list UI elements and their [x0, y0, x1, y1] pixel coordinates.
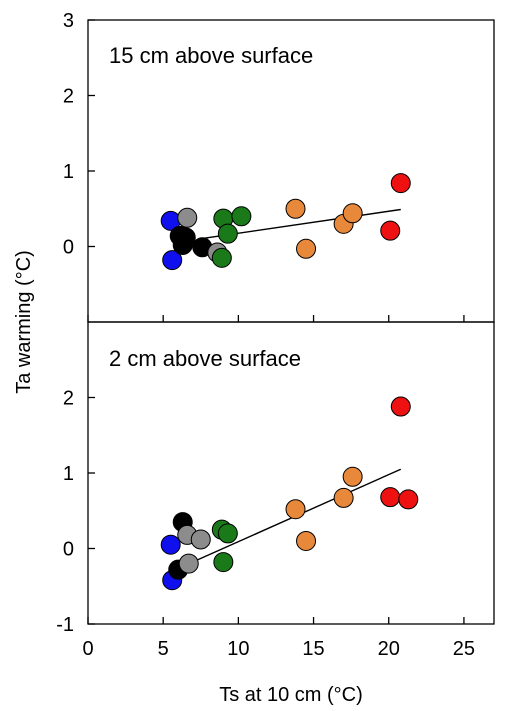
- y-tick-label: 0: [63, 237, 74, 259]
- data-point-orange: [342, 466, 363, 487]
- data-point-green: [211, 247, 232, 268]
- data-point-red: [390, 173, 411, 194]
- data-point-black: [175, 227, 196, 248]
- data-point-red: [380, 220, 401, 241]
- regression-line: [171, 468, 402, 572]
- data-point-orange: [285, 499, 306, 520]
- data-points: [160, 173, 419, 591]
- data-point-green: [217, 523, 238, 544]
- y-tick-label: 2: [63, 388, 74, 410]
- bottom-panel-title: 2 cm above surface: [109, 346, 301, 371]
- fit-lines: [171, 208, 402, 572]
- data-point-orange: [296, 238, 317, 259]
- data-point-red: [398, 489, 419, 510]
- top-panel-title: 15 cm above surface: [109, 43, 313, 68]
- data-point-orange: [333, 487, 354, 508]
- axis-ticks: 0 5 10 15 20 25 0 1 2 3 -1 0 1 2: [56, 10, 475, 660]
- y-tick-label: 1: [63, 463, 74, 485]
- data-point-green: [231, 206, 252, 227]
- x-tick-label: 20: [378, 638, 400, 660]
- data-point-gray: [178, 553, 199, 574]
- y-axis-title: Ta warming (°C): [13, 250, 35, 394]
- x-tick-label: 5: [158, 638, 169, 660]
- x-tick-label: 10: [227, 638, 249, 660]
- x-tick-label: 25: [453, 638, 475, 660]
- data-point-gray: [190, 529, 211, 550]
- data-point-orange: [285, 198, 306, 219]
- data-point-red: [390, 396, 411, 417]
- data-point-blue: [160, 534, 181, 555]
- y-tick-label: 1: [63, 161, 74, 183]
- y-tick-label: 3: [63, 10, 74, 32]
- data-point-green: [217, 223, 238, 244]
- x-tick-label: 0: [82, 638, 93, 660]
- data-point-red: [380, 487, 401, 508]
- y-tick-label: 2: [63, 86, 74, 108]
- data-point-orange: [296, 530, 317, 551]
- data-point-orange: [342, 203, 363, 224]
- x-tick-label: 15: [302, 638, 324, 660]
- data-point-green: [213, 552, 234, 573]
- y-tick-label: -1: [56, 614, 74, 636]
- data-point-gray: [177, 207, 198, 228]
- x-axis-title: Ts at 10 cm (°C): [219, 684, 363, 706]
- y-tick-label: 0: [63, 539, 74, 561]
- data-point-blue: [162, 250, 183, 271]
